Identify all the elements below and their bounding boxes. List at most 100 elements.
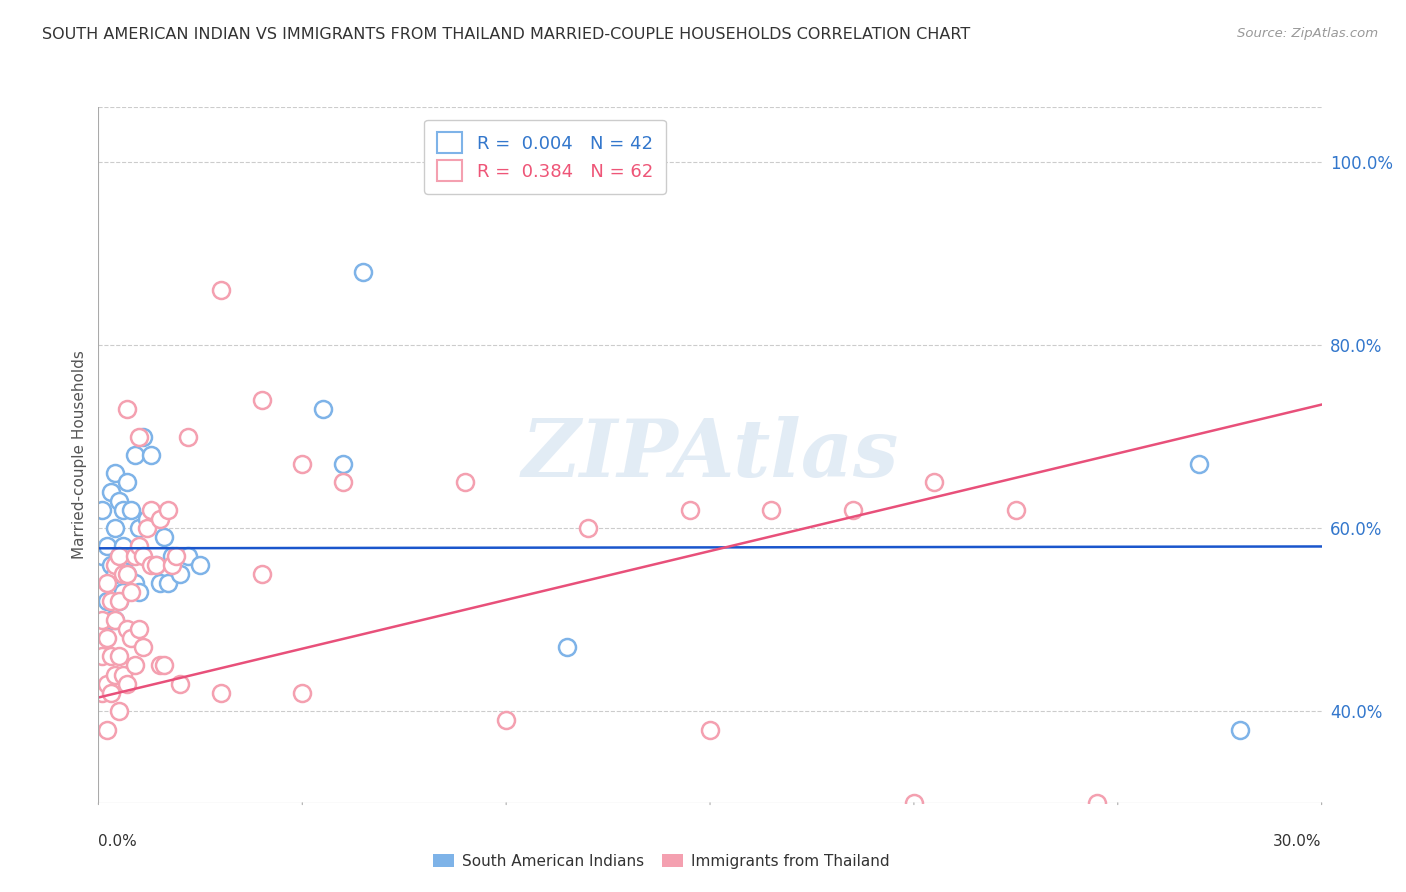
- Text: Source: ZipAtlas.com: Source: ZipAtlas.com: [1237, 27, 1378, 40]
- Point: [104, 558, 127, 572]
- Point: [495, 714, 517, 728]
- Point: [104, 613, 127, 627]
- Point: [128, 429, 150, 443]
- Point: [115, 566, 138, 581]
- Point: [132, 640, 155, 655]
- Point: [115, 566, 138, 581]
- Point: [141, 448, 163, 462]
- Point: [188, 558, 212, 572]
- Point: [169, 566, 191, 581]
- Point: [177, 549, 200, 563]
- Point: [699, 723, 721, 737]
- Point: [679, 503, 702, 517]
- Point: [557, 640, 579, 655]
- Point: [96, 540, 118, 554]
- Point: [132, 549, 155, 563]
- Point: [128, 585, 150, 599]
- Point: [115, 622, 138, 636]
- Text: 30.0%: 30.0%: [1274, 834, 1322, 849]
- Point: [141, 503, 163, 517]
- Point: [1085, 796, 1108, 810]
- Point: [160, 549, 183, 563]
- Point: [111, 540, 134, 554]
- Point: [104, 667, 127, 681]
- Point: [1229, 723, 1251, 737]
- Point: [136, 521, 159, 535]
- Point: [96, 631, 118, 645]
- Point: [128, 540, 150, 554]
- Point: [169, 677, 191, 691]
- Point: [91, 549, 114, 563]
- Point: [576, 521, 599, 535]
- Point: [209, 686, 232, 700]
- Point: [250, 392, 273, 407]
- Point: [104, 613, 127, 627]
- Point: [104, 467, 127, 481]
- Point: [177, 429, 200, 443]
- Point: [108, 649, 131, 664]
- Point: [96, 594, 118, 608]
- Point: [91, 613, 114, 627]
- Point: [100, 686, 122, 700]
- Point: [291, 686, 314, 700]
- Point: [96, 677, 118, 691]
- Point: [108, 549, 131, 563]
- Point: [100, 558, 122, 572]
- Point: [1188, 457, 1211, 471]
- Point: [124, 448, 146, 462]
- Point: [165, 549, 187, 563]
- Point: [111, 667, 134, 681]
- Point: [108, 704, 131, 718]
- Point: [250, 566, 273, 581]
- Point: [145, 558, 167, 572]
- Point: [96, 576, 118, 591]
- Point: [312, 402, 335, 417]
- Point: [922, 475, 945, 490]
- Point: [104, 566, 127, 581]
- Point: [1004, 503, 1026, 517]
- Point: [903, 796, 925, 810]
- Point: [100, 484, 122, 499]
- Point: [115, 677, 138, 691]
- Point: [120, 631, 142, 645]
- Point: [108, 493, 131, 508]
- Point: [332, 457, 354, 471]
- Point: [108, 594, 131, 608]
- Point: [111, 585, 134, 599]
- Point: [841, 503, 863, 517]
- Point: [209, 283, 232, 297]
- Point: [761, 503, 783, 517]
- Point: [128, 521, 150, 535]
- Point: [96, 723, 118, 737]
- Point: [111, 566, 134, 581]
- Point: [124, 576, 146, 591]
- Legend: South American Indians, Immigrants from Thailand: South American Indians, Immigrants from …: [426, 848, 896, 875]
- Text: ZIPAtlas: ZIPAtlas: [522, 417, 898, 493]
- Point: [352, 265, 374, 279]
- Point: [115, 402, 138, 417]
- Text: 0.0%: 0.0%: [98, 834, 138, 849]
- Point: [454, 475, 477, 490]
- Point: [108, 549, 131, 563]
- Point: [149, 658, 172, 673]
- Point: [152, 658, 174, 673]
- Y-axis label: Married-couple Households: Married-couple Households: [72, 351, 87, 559]
- Point: [120, 503, 142, 517]
- Point: [149, 576, 172, 591]
- Point: [120, 549, 142, 563]
- Point: [128, 622, 150, 636]
- Point: [145, 558, 167, 572]
- Point: [124, 658, 146, 673]
- Text: SOUTH AMERICAN INDIAN VS IMMIGRANTS FROM THAILAND MARRIED-COUPLE HOUSEHOLDS CORR: SOUTH AMERICAN INDIAN VS IMMIGRANTS FROM…: [42, 27, 970, 42]
- Point: [332, 475, 354, 490]
- Point: [141, 558, 163, 572]
- Point: [124, 549, 146, 563]
- Point: [100, 613, 122, 627]
- Point: [149, 512, 172, 526]
- Point: [120, 585, 142, 599]
- Point: [115, 475, 138, 490]
- Point: [152, 530, 174, 544]
- Point: [132, 429, 155, 443]
- Point: [91, 503, 114, 517]
- Point: [291, 457, 314, 471]
